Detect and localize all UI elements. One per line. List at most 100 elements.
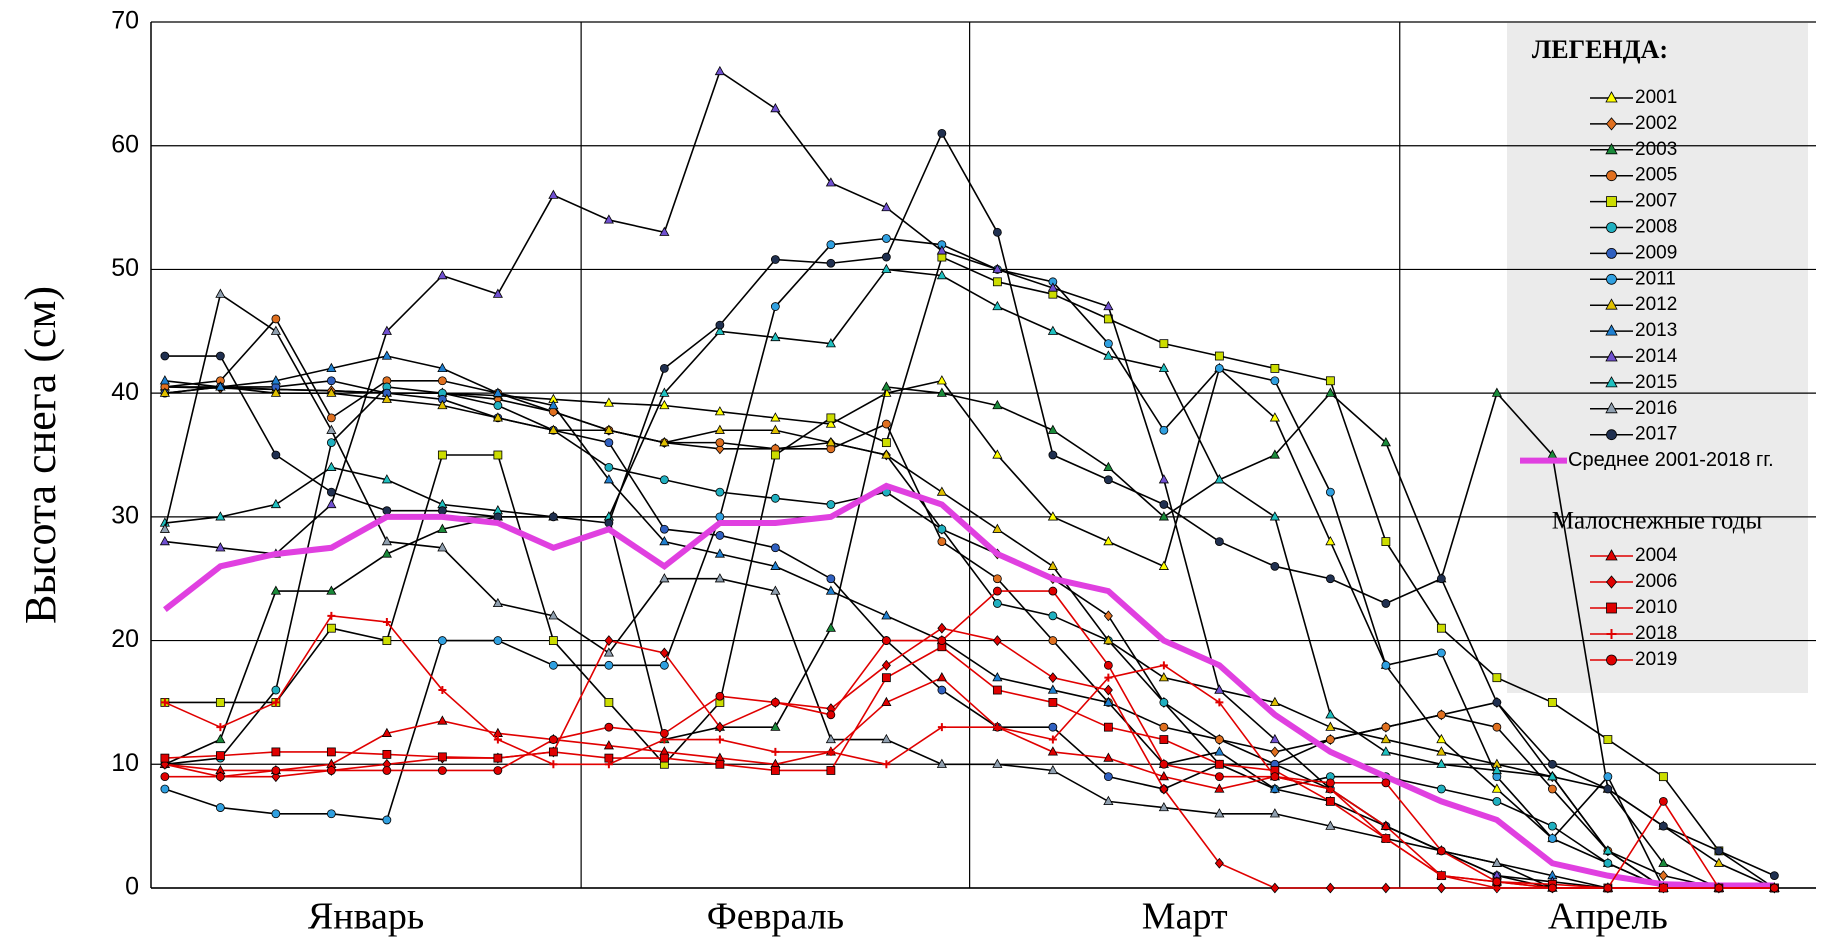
marker xyxy=(1436,882,1446,894)
marker xyxy=(992,599,1002,608)
marker xyxy=(215,381,226,391)
marker xyxy=(270,375,281,385)
legend-label: 2013 xyxy=(1635,320,1677,341)
marker xyxy=(826,413,836,423)
marker xyxy=(826,710,836,720)
marker xyxy=(604,760,613,769)
marker xyxy=(1159,698,1169,707)
marker xyxy=(493,766,503,775)
series-line xyxy=(164,255,1775,889)
marker xyxy=(215,542,226,552)
marker xyxy=(1603,772,1613,782)
marker xyxy=(492,597,503,608)
marker xyxy=(714,424,725,434)
legend-label: 2003 xyxy=(1635,139,1677,160)
marker xyxy=(1325,387,1336,397)
marker xyxy=(381,474,392,484)
marker xyxy=(659,475,669,485)
marker xyxy=(881,673,891,683)
marker xyxy=(492,412,503,422)
legend-subtitle: Малоснежные годы xyxy=(1552,508,1763,535)
marker xyxy=(1605,91,1618,103)
marker xyxy=(1547,784,1557,794)
marker xyxy=(326,461,337,471)
marker xyxy=(271,698,280,707)
marker xyxy=(770,412,781,422)
marker xyxy=(825,585,836,595)
marker xyxy=(326,623,336,633)
marker xyxy=(493,512,503,522)
marker xyxy=(603,397,614,407)
marker xyxy=(1270,561,1280,571)
marker xyxy=(1159,722,1169,732)
marker xyxy=(1270,772,1280,782)
marker xyxy=(992,399,1003,410)
marker xyxy=(216,723,225,732)
marker xyxy=(215,288,226,298)
marker xyxy=(1606,273,1617,285)
marker xyxy=(1436,846,1446,856)
series-line xyxy=(163,482,1775,889)
marker xyxy=(770,302,780,311)
marker xyxy=(160,753,170,763)
marker xyxy=(1491,783,1502,793)
marker xyxy=(1381,834,1390,843)
marker xyxy=(1605,376,1618,388)
marker xyxy=(992,672,1003,682)
marker xyxy=(881,381,892,391)
marker xyxy=(1048,698,1058,707)
marker xyxy=(1270,746,1280,758)
marker xyxy=(825,436,836,447)
marker xyxy=(1547,771,1558,781)
marker xyxy=(659,226,670,236)
marker xyxy=(1103,684,1113,696)
marker xyxy=(1605,350,1618,362)
marker xyxy=(1214,351,1224,361)
marker xyxy=(327,611,336,620)
marker xyxy=(992,300,1003,311)
series-line xyxy=(164,268,1775,889)
marker xyxy=(382,749,392,759)
marker xyxy=(1325,778,1335,788)
marker xyxy=(1492,698,1502,707)
marker xyxy=(381,393,392,403)
marker xyxy=(1659,884,1668,892)
marker xyxy=(659,399,670,410)
marker xyxy=(603,424,614,434)
marker xyxy=(1492,797,1502,806)
marker xyxy=(1269,696,1280,707)
marker xyxy=(1325,797,1335,806)
marker xyxy=(881,636,891,645)
marker xyxy=(1215,698,1224,707)
marker xyxy=(1269,449,1280,459)
marker xyxy=(160,772,170,782)
marker xyxy=(437,766,447,775)
marker xyxy=(326,809,336,819)
marker xyxy=(881,659,891,671)
marker xyxy=(493,401,503,410)
marker xyxy=(215,351,225,361)
series-line xyxy=(164,237,1775,889)
y-tick-label: 20 xyxy=(111,625,139,653)
marker xyxy=(1714,846,1724,856)
marker xyxy=(1103,772,1113,782)
marker xyxy=(1606,602,1617,614)
marker xyxy=(1047,325,1058,335)
marker xyxy=(1714,883,1724,893)
marker xyxy=(1605,324,1618,336)
marker xyxy=(1048,672,1058,684)
marker xyxy=(937,723,946,732)
x-tick-label: Март xyxy=(1142,896,1228,938)
legend-label: 2001 xyxy=(1635,87,1677,108)
marker xyxy=(1547,821,1557,831)
marker xyxy=(881,419,891,429)
marker xyxy=(548,747,558,757)
marker xyxy=(992,685,1002,695)
marker xyxy=(826,747,835,756)
marker xyxy=(1602,845,1613,855)
marker xyxy=(992,586,1002,596)
legend-label: 2010 xyxy=(1635,597,1677,618)
marker xyxy=(1048,586,1058,596)
marker xyxy=(992,277,1002,287)
marker xyxy=(1047,746,1058,756)
